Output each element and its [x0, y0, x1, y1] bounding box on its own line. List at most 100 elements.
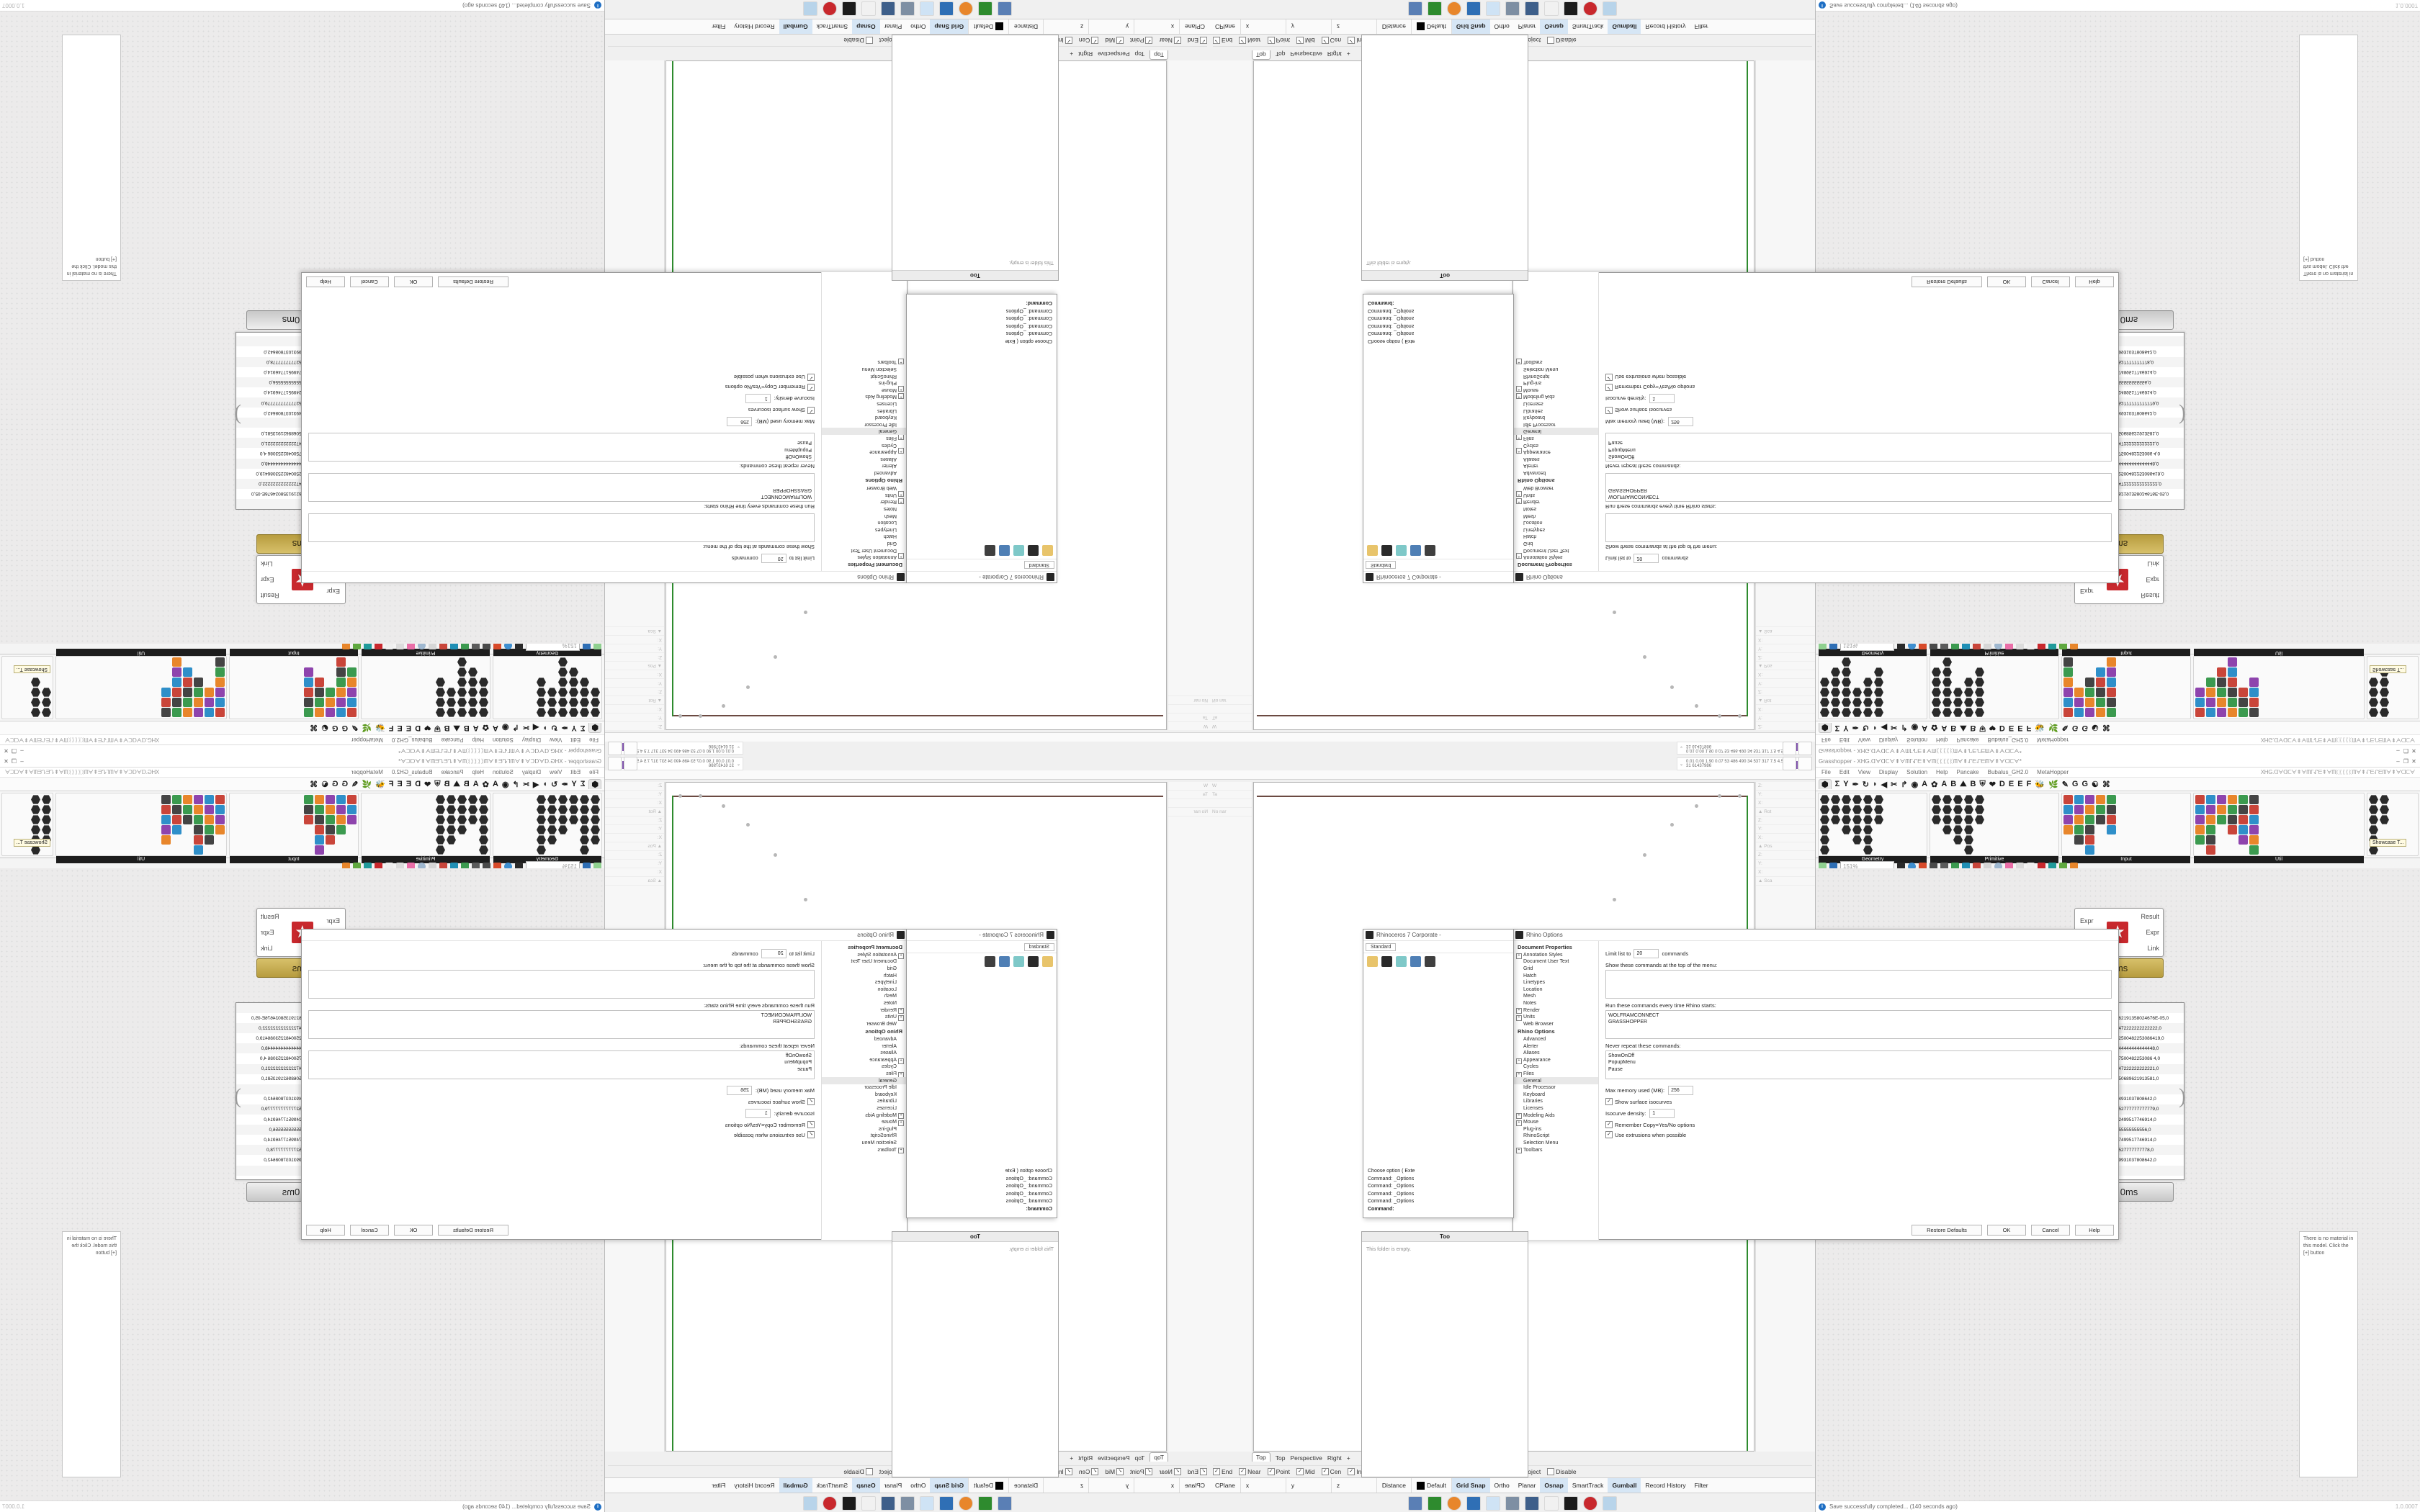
viewport-tabs[interactable]: Top Top Perspective Right +	[1252, 1452, 1350, 1462]
popup-title[interactable]: Too	[1362, 270, 1528, 280]
component-icon[interactable]	[2369, 825, 2378, 834]
component-icon[interactable]	[2096, 795, 2105, 804]
tray-wolfram-icon[interactable]	[1583, 1496, 1597, 1511]
tree-item-keyboard[interactable]: Keyboard	[1523, 415, 1545, 420]
output-port-expr[interactable]: Expr	[2146, 576, 2159, 583]
tree-item-idle-processor[interactable]: Idle Processor	[864, 421, 897, 427]
tree-item-annotation-styles[interactable]: + Annotation Styles	[822, 952, 907, 959]
component-icon[interactable]	[2063, 678, 2073, 687]
component-icon[interactable]	[1863, 795, 1873, 804]
tab-display-icon[interactable]: ◉	[1911, 780, 1919, 789]
control-point[interactable]	[1718, 794, 1721, 798]
component-icon[interactable]	[1842, 805, 1851, 814]
tree-item-modeling-aids[interactable]: + Modeling Aids	[822, 392, 907, 400]
rhino-window-buttons[interactable]	[608, 742, 637, 755]
menu-edit[interactable]: Edit	[1839, 737, 1850, 743]
toggle-ortho[interactable]: Ortho	[1494, 23, 1510, 30]
component-icon[interactable]	[468, 795, 478, 804]
system-tray[interactable]	[1210, 1495, 1815, 1512]
component-icon[interactable]	[1863, 815, 1873, 824]
tab-vector-icon[interactable]: ✒	[561, 723, 568, 732]
options-tree[interactable]: Document Properties + Annotation Styles D…	[1513, 941, 1599, 1240]
tab-flower-icon[interactable]: ✿	[1931, 723, 1938, 732]
close-button[interactable]: ✕	[2411, 747, 2416, 754]
viewport-tab-top[interactable]: Top	[1134, 50, 1145, 58]
expand-icon[interactable]: +	[1516, 1113, 1522, 1120]
document-icon[interactable]	[1984, 862, 1991, 870]
cluster-icon[interactable]	[1940, 862, 1948, 870]
component-icon[interactable]	[2217, 678, 2226, 687]
grasshopper-menu-bar[interactable]: File Edit View Display Solution Help Pan…	[1816, 734, 2420, 744]
toolbar-tab-row[interactable]: Standard	[907, 941, 1057, 953]
control-point[interactable]	[804, 611, 807, 614]
layer-color-swatch[interactable]	[1416, 22, 1425, 31]
component-icon[interactable]	[326, 815, 335, 824]
component-icon[interactable]	[569, 795, 578, 804]
rhino-status-bar[interactable]: CPlane x y z Distance Default Grid Snap …	[1210, 19, 1815, 35]
component-icon[interactable]	[1852, 825, 1862, 834]
component-icon[interactable]	[183, 815, 192, 824]
rhino-options-dialog[interactable]: Rhino Options Document Properties + Annot…	[1512, 929, 2119, 1240]
tray-monitor-icon[interactable]	[1428, 1, 1442, 16]
maximize-button[interactable]: ❐	[2403, 758, 2409, 765]
icon-grid[interactable]	[2194, 793, 2364, 856]
tree-item-annotation-styles[interactable]: + Annotation Styles	[822, 553, 907, 561]
component-icon[interactable]	[1842, 657, 1851, 667]
component-icon[interactable]	[215, 657, 225, 667]
component-icon[interactable]	[347, 667, 357, 677]
component-icon[interactable]	[2085, 708, 2094, 717]
ok-button[interactable]: OK	[394, 276, 433, 287]
component-icon[interactable]	[1831, 667, 1840, 677]
tray-firefox-icon[interactable]	[959, 1, 973, 16]
rhinoceros-toolbar-window[interactable]: Rhinoceros 7 Corporate - Standard Choose…	[1363, 294, 1514, 583]
control-point[interactable]	[699, 794, 702, 798]
component-icon[interactable]	[1874, 815, 1883, 824]
menu-bubalus[interactable]: Bubalus_GH2.0	[391, 737, 433, 743]
tree-item-plugins[interactable]: Plug-ins	[878, 380, 897, 386]
tab-pen-icon[interactable]: ✎	[2061, 780, 2069, 789]
ok-button[interactable]: OK	[1987, 1225, 2026, 1236]
component-icon[interactable]	[2085, 698, 2094, 707]
component-icon[interactable]	[2206, 835, 2215, 845]
component-icon[interactable]	[2195, 688, 2205, 697]
component-icon[interactable]	[479, 845, 488, 855]
tab-g2-icon[interactable]: G	[331, 724, 339, 732]
tree-item-keyboard[interactable]: Keyboard	[875, 415, 897, 420]
tab-intersect-icon[interactable]: ✂	[1891, 723, 1898, 732]
component-icon[interactable]	[172, 678, 182, 687]
toggle-osnap[interactable]: Osnap	[1540, 1478, 1568, 1493]
component-icon[interactable]	[2228, 815, 2237, 824]
tab-a2-icon[interactable]: A	[472, 780, 479, 788]
component-icon[interactable]	[2074, 805, 2084, 814]
minimize-icon[interactable]	[624, 742, 637, 755]
component-icon[interactable]	[2249, 708, 2259, 717]
output-ports[interactable]: Result Expr Link	[259, 556, 292, 603]
component-icon[interactable]	[326, 708, 335, 717]
show-top-textarea[interactable]	[308, 970, 815, 999]
component-icon[interactable]	[2249, 678, 2259, 687]
tree-item-toolbars[interactable]: + Toolbars	[822, 1146, 907, 1154]
zoom-extents-icon[interactable]	[1897, 862, 1905, 870]
component-icon[interactable]	[537, 708, 546, 717]
component-icon[interactable]	[1820, 795, 1829, 804]
component-icon[interactable]	[537, 688, 546, 697]
tree-item-keyboard[interactable]: Keyboard	[875, 1092, 897, 1097]
component-icon[interactable]	[1932, 667, 1941, 677]
sketch-icon[interactable]	[1951, 862, 1959, 870]
tab-d-icon[interactable]: D	[1999, 780, 2005, 788]
component-icon[interactable]	[1831, 708, 1840, 717]
component-icon[interactable]	[580, 805, 589, 814]
viewport-tab-top-active[interactable]: Top	[1150, 50, 1168, 60]
checkbox-icon[interactable]: ✓	[1296, 1468, 1304, 1475]
tree-item-plugins[interactable]: Plug-ins	[1523, 380, 1542, 386]
component-icon[interactable]	[436, 795, 445, 804]
component-icon[interactable]	[2107, 805, 2116, 814]
component-icon[interactable]	[1953, 688, 1963, 697]
component-icon[interactable]	[172, 667, 182, 677]
component-icon[interactable]	[2074, 688, 2084, 697]
checkbox-icon[interactable]: ✓	[1213, 1468, 1220, 1475]
component-icon[interactable]	[457, 688, 467, 697]
icon-grid[interactable]	[1930, 793, 2058, 856]
component-icon[interactable]	[558, 657, 568, 667]
component-icon[interactable]	[194, 845, 203, 855]
